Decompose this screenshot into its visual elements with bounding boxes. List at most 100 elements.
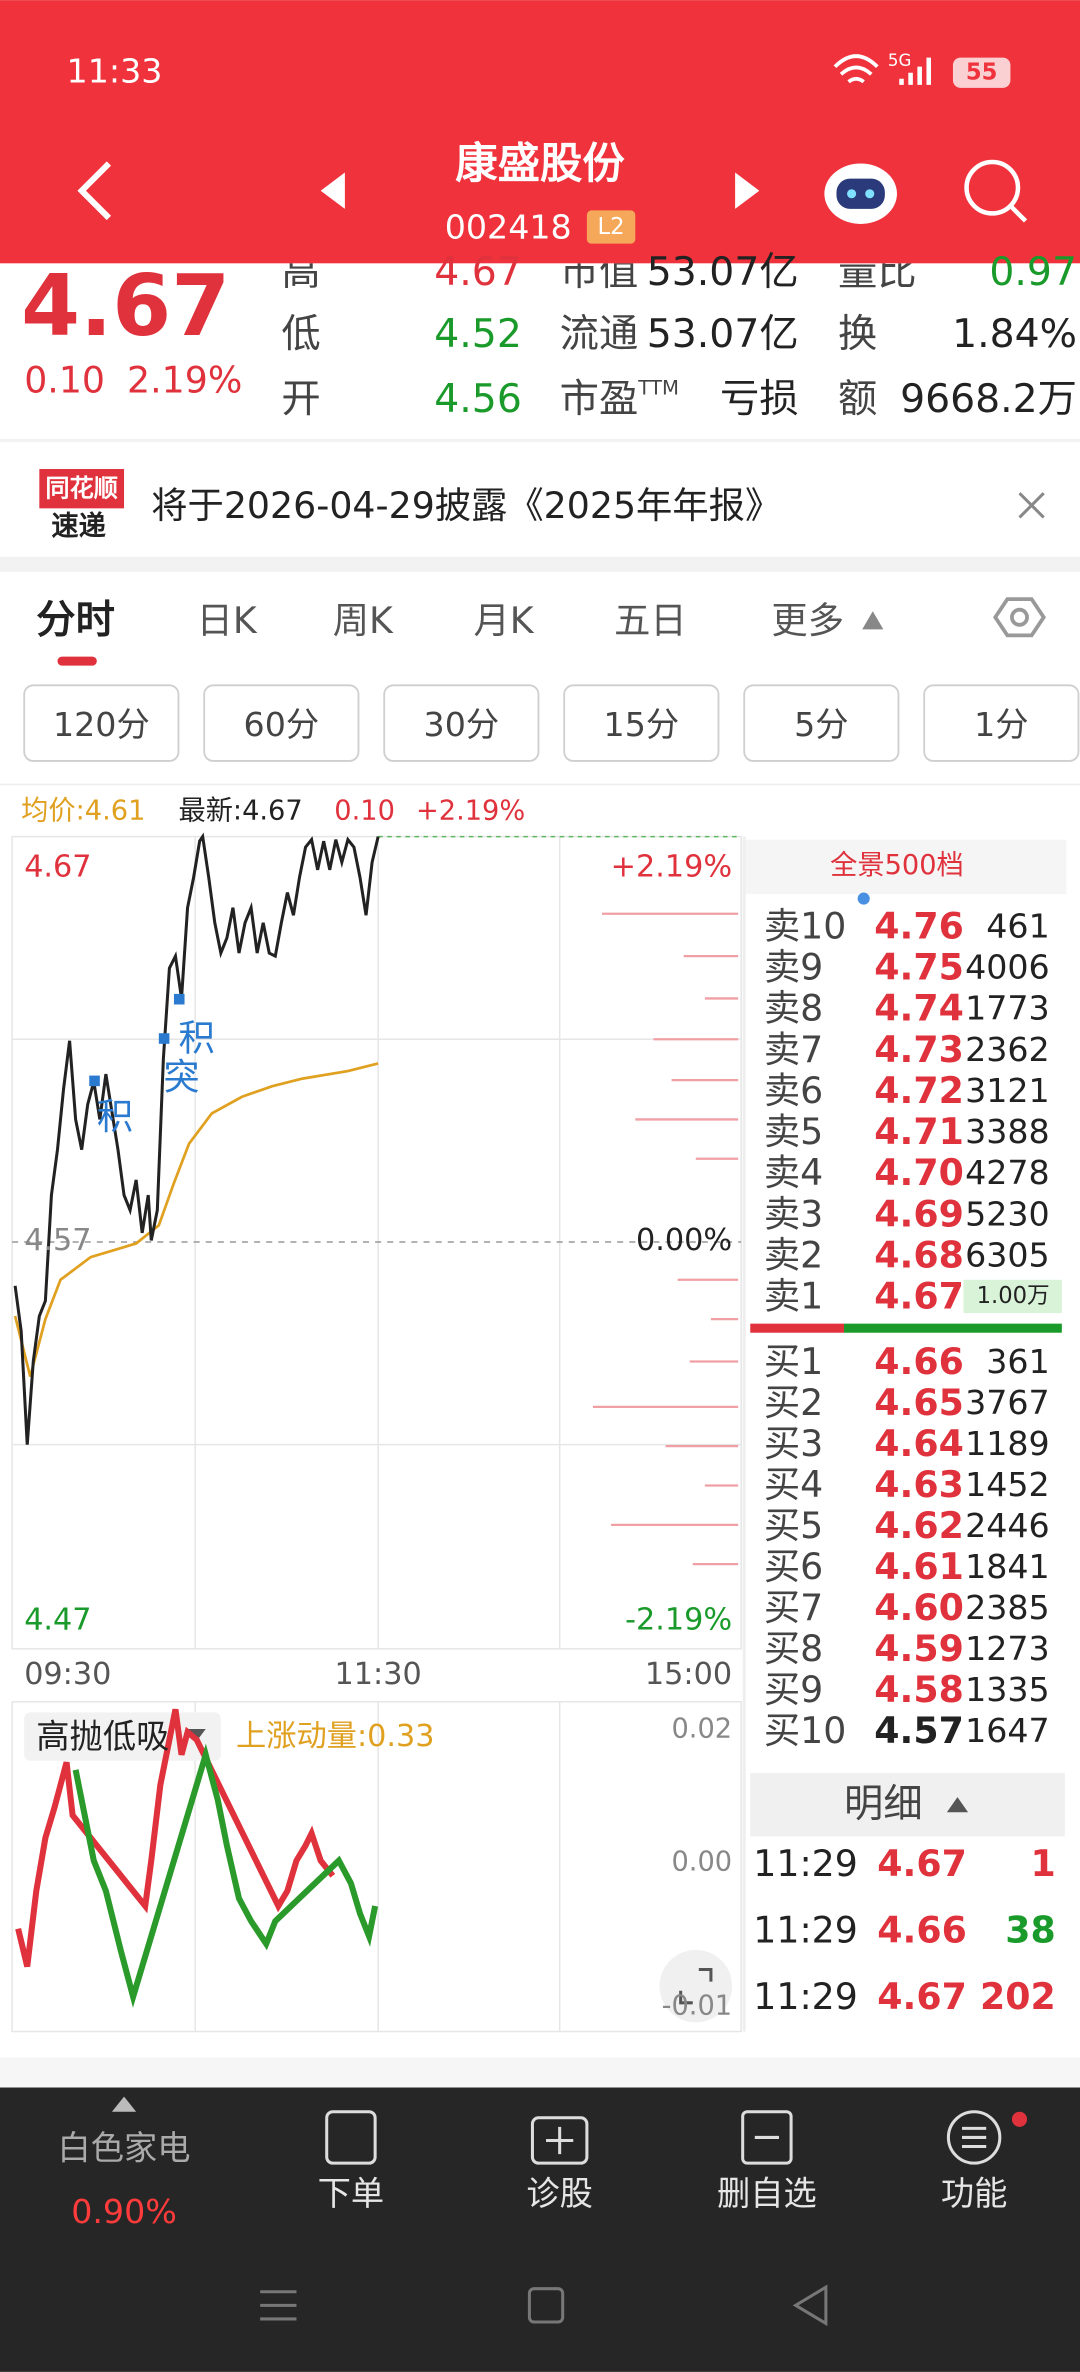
remove-icon[interactable]	[741, 2110, 793, 2165]
sector-name[interactable]: 白色家电	[58, 2129, 191, 2168]
period-button[interactable]	[743, 684, 900, 762]
level-price: 4.75	[874, 945, 964, 988]
tab[interactable]: 分时	[36, 598, 115, 643]
expand-button[interactable]	[659, 1949, 733, 2023]
notice-text[interactable]: 将于2026-04-29披露《2025年年报》	[151, 484, 781, 527]
divider	[0, 556, 1080, 572]
diagnose-icon[interactable]	[530, 2116, 589, 2165]
network-type: 5G	[888, 51, 911, 70]
level-label: 买1	[764, 1340, 823, 1383]
notice-logo: 同花顺	[45, 475, 118, 503]
divider	[742, 836, 746, 2032]
settings-icon[interactable]	[993, 597, 1046, 638]
indicator-tick: -0.01	[662, 1990, 732, 2021]
period-button[interactable]	[563, 684, 720, 762]
level-label: 卖2	[764, 1233, 823, 1276]
level-price: 4.59	[874, 1627, 964, 1670]
order-book-title[interactable]: 全景500档	[830, 850, 964, 881]
notification-dot	[1011, 2111, 1028, 2127]
search-button[interactable]	[964, 159, 1021, 216]
level-volume: 6305	[965, 1235, 1050, 1274]
y-tick-label-pct: -2.19%	[625, 1603, 732, 1638]
x-tick-label: 15:00	[645, 1657, 732, 1692]
notice-logo-top	[39, 469, 125, 509]
stat-value: 9668.2万	[900, 377, 1077, 422]
level-volume: 1189	[965, 1424, 1050, 1463]
order-icon[interactable]	[325, 2110, 377, 2165]
level-label: 买7	[764, 1586, 823, 1629]
trade-time: 11:29	[753, 1975, 858, 2018]
indicator-name[interactable]: 高抛低吸	[36, 1717, 169, 1756]
indicator-up-bars	[15, 1708, 336, 1968]
level-label: 买6	[764, 1545, 823, 1588]
scroll-dot	[857, 892, 870, 905]
period-button[interactable]	[23, 684, 180, 762]
tab[interactable]: 五日	[614, 599, 687, 642]
level-volume: 361	[986, 1342, 1050, 1381]
function-icon[interactable]	[946, 2110, 1002, 2165]
trade-time: 11:29	[753, 1842, 858, 1885]
trade-volume: 1	[1031, 1842, 1056, 1885]
level-volume: 1335	[965, 1670, 1050, 1709]
stat-value: 0.97	[989, 250, 1077, 295]
level-price: 4.64	[874, 1422, 964, 1465]
period-label[interactable]: 5分	[794, 705, 848, 744]
trades-sort-arrow	[946, 1797, 969, 1813]
settings-icon-center	[1010, 607, 1029, 627]
hidden-row	[0, 2057, 1080, 2088]
content: 11:33 5G 55 康盛股份 002418 L2 4.67 4.52 4.56 53.07亿 5…	[21, 51, 1077, 2231]
stat-value: 4.56	[434, 377, 522, 422]
stat-label: 量比	[838, 250, 917, 295]
level-price: 4.74	[874, 987, 964, 1030]
trades-title[interactable]: 明细	[844, 1782, 923, 1827]
tab[interactable]: 更多	[771, 599, 844, 642]
latest-change: 0.10	[334, 795, 395, 826]
stat-label: 低	[281, 312, 320, 357]
price-line	[13, 832, 380, 1445]
period-label[interactable]: 15分	[604, 705, 680, 744]
stat-label: 高	[281, 250, 320, 295]
period-label[interactable]: 30分	[424, 705, 500, 744]
more-arrow[interactable]	[862, 611, 884, 630]
level-volume: 5230	[965, 1194, 1050, 1233]
period-button[interactable]	[923, 684, 1080, 762]
nav-item[interactable]: 功能	[941, 2174, 1008, 2213]
level-price: 4.72	[874, 1069, 964, 1112]
level-price: 4.60	[874, 1586, 964, 1629]
level-price: 4.62	[874, 1504, 964, 1547]
period-button[interactable]	[383, 684, 540, 762]
period-button[interactable]	[203, 684, 360, 762]
level-volume: 2385	[965, 1588, 1050, 1627]
header-bg	[0, 0, 1080, 264]
nav-item[interactable]: 诊股	[526, 2174, 593, 2213]
y-tick-label: 4.57	[24, 1223, 91, 1258]
prev-stock[interactable]	[320, 172, 345, 209]
period-label[interactable]: 1分	[974, 705, 1028, 744]
period-label[interactable]: 60分	[244, 705, 320, 744]
next-stock[interactable]	[735, 172, 760, 209]
tab-underline	[57, 656, 97, 666]
tab[interactable]: 月K	[473, 599, 534, 642]
stat-label: 流通	[560, 312, 639, 357]
status-time: 11:33	[67, 52, 163, 91]
assistant-eye	[847, 189, 857, 199]
signal-label: 积	[97, 1095, 133, 1138]
period-label[interactable]: 120分	[53, 705, 150, 744]
nav-item[interactable]: 下单	[318, 2174, 385, 2213]
notice-close[interactable]	[1018, 492, 1045, 519]
nav-back[interactable]	[792, 2284, 828, 2327]
tab[interactable]: 周K	[333, 599, 394, 642]
nav-menu[interactable]	[260, 2290, 297, 2321]
current-price: 4.67	[21, 256, 230, 355]
nav-home[interactable]	[527, 2287, 565, 2324]
stat-label: 换	[838, 312, 877, 357]
ask1-highlight	[963, 1279, 1062, 1314]
indicator-down-bars	[72, 1743, 379, 2008]
level-volume: 3388	[965, 1112, 1050, 1151]
tab[interactable]: 日K	[197, 599, 258, 642]
nav-item[interactable]: 删自选	[717, 2174, 817, 2213]
search-handle	[1008, 204, 1028, 223]
back-button[interactable]	[77, 161, 112, 221]
